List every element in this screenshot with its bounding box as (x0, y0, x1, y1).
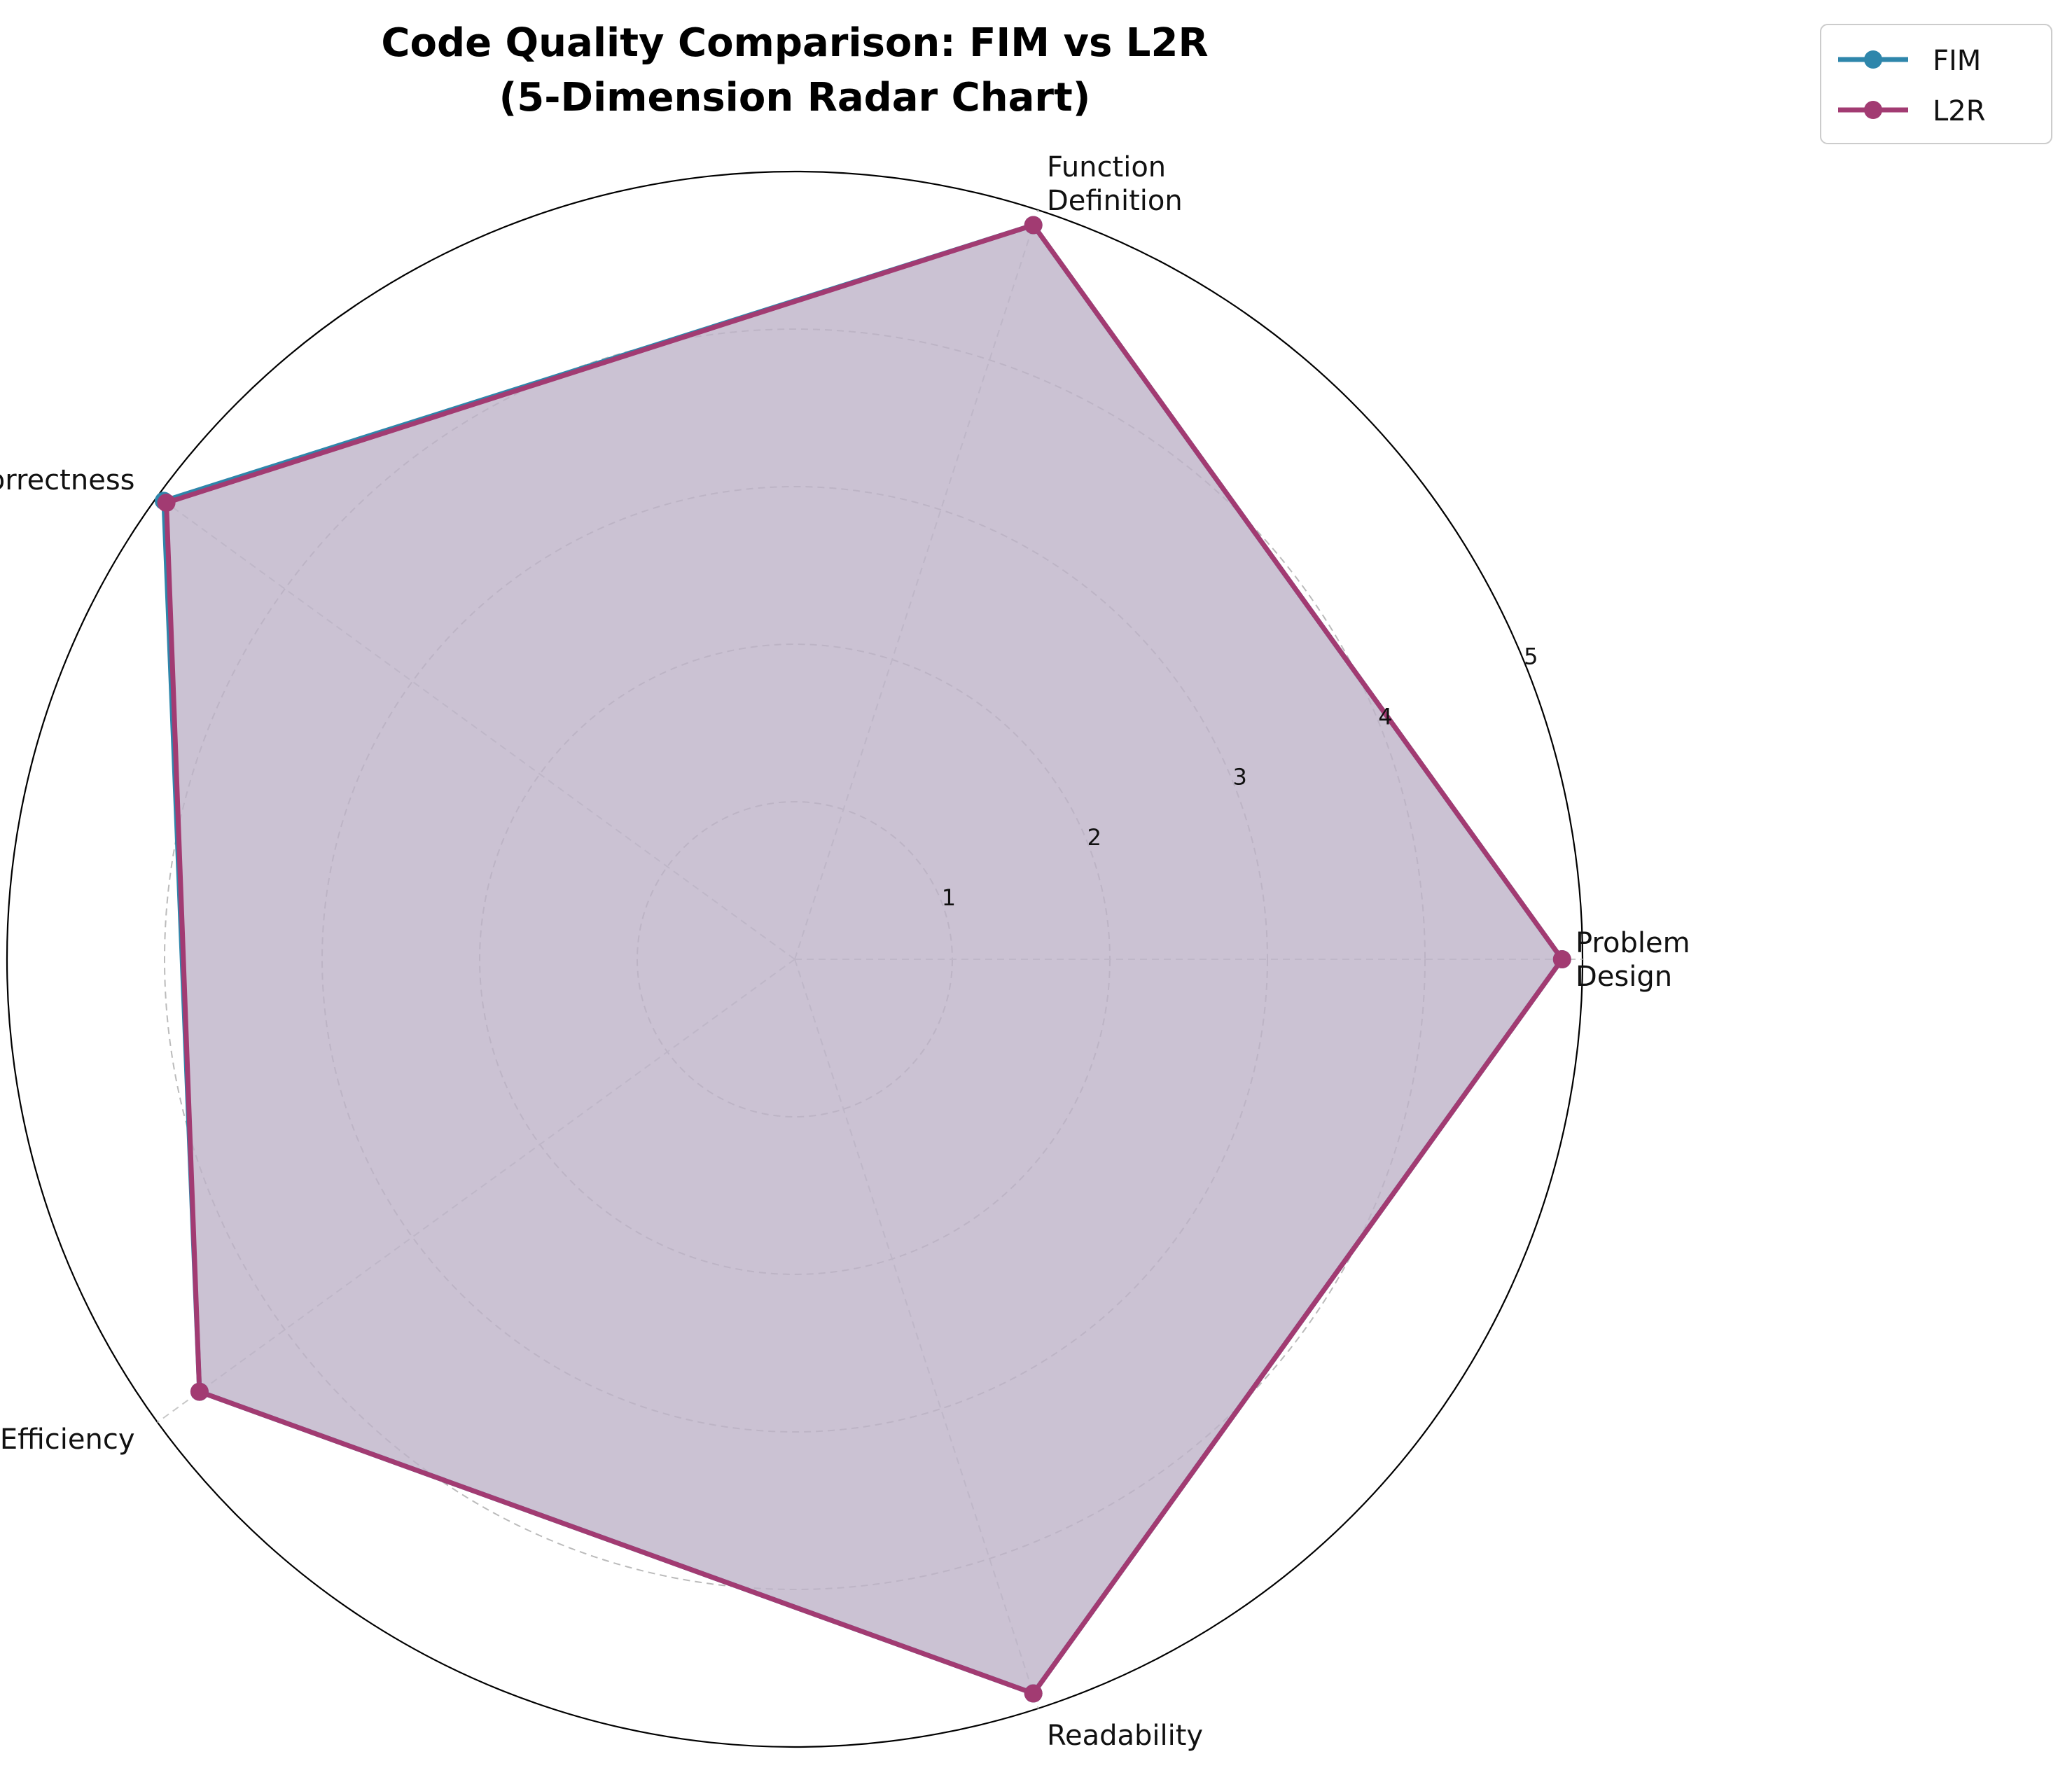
series-fill-L2R (166, 225, 1562, 1694)
axis-label-3: Efficiency (0, 1423, 134, 1456)
axis-label-line: Readability (1047, 1720, 1203, 1752)
chart-title: Code Quality Comparison: FIM vs L2R (381, 20, 1208, 66)
legend-label: L2R (1933, 95, 1986, 127)
axis-label-line: Design (1576, 961, 1672, 993)
legend-label: FIM (1933, 45, 1981, 77)
axis-label-line: Definition (1047, 185, 1183, 217)
axis-label-line: Problem (1576, 927, 1690, 959)
legend-swatch-marker (1864, 101, 1882, 119)
axis-label-0: Problem Design (1576, 927, 1690, 993)
chart-subtitle: (5-Dimension Radar Chart) (499, 75, 1091, 120)
series-point-L2R (1024, 216, 1043, 235)
r-tick-label: 1 (942, 884, 956, 911)
axis-label-1: Function Definition (1047, 151, 1183, 217)
series-point-L2R (1024, 1684, 1043, 1703)
r-tick-label: 3 (1232, 764, 1246, 791)
r-tick-label: 2 (1087, 824, 1101, 851)
legend-swatch-marker (1864, 50, 1882, 69)
chart-legend: FIM L2R (1820, 24, 2052, 144)
r-tick-label: 4 (1378, 704, 1392, 730)
radar-series (154, 216, 1571, 1703)
axis-label-line: Correctness (0, 464, 134, 496)
series-point-L2R (190, 1382, 209, 1401)
axis-label-line: Function (1047, 151, 1166, 183)
series-line-L2R (164, 223, 1565, 1696)
axis-label-2: Correctness (0, 464, 134, 496)
series-point-L2R (1552, 950, 1571, 968)
axis-label-line: Efficiency (0, 1423, 134, 1456)
series-point-L2R (157, 493, 176, 512)
axis-label-4: Readability (1047, 1720, 1203, 1752)
r-tick-label: 5 (1524, 643, 1538, 669)
